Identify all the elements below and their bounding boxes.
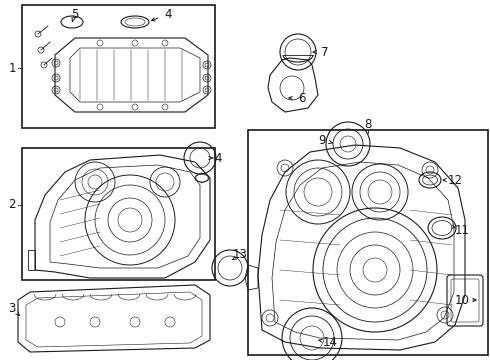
Text: 11: 11: [455, 224, 469, 237]
Text: 9: 9: [318, 134, 326, 147]
Text: 1: 1: [8, 62, 16, 75]
Text: 3: 3: [8, 302, 16, 315]
Text: 8: 8: [364, 117, 372, 130]
Text: 13: 13: [233, 248, 247, 261]
Text: 14: 14: [322, 336, 338, 348]
Text: 5: 5: [72, 8, 79, 21]
Text: 10: 10: [455, 293, 469, 306]
Bar: [22, 5, 215, 128]
Text: 7: 7: [321, 45, 329, 58]
Text: 2: 2: [8, 198, 16, 211]
Bar: [22, 148, 215, 280]
Bar: [248, 130, 488, 355]
Text: 4: 4: [214, 152, 222, 165]
Text: 6: 6: [298, 91, 306, 104]
Text: 4: 4: [164, 8, 172, 21]
Text: 12: 12: [447, 174, 463, 186]
